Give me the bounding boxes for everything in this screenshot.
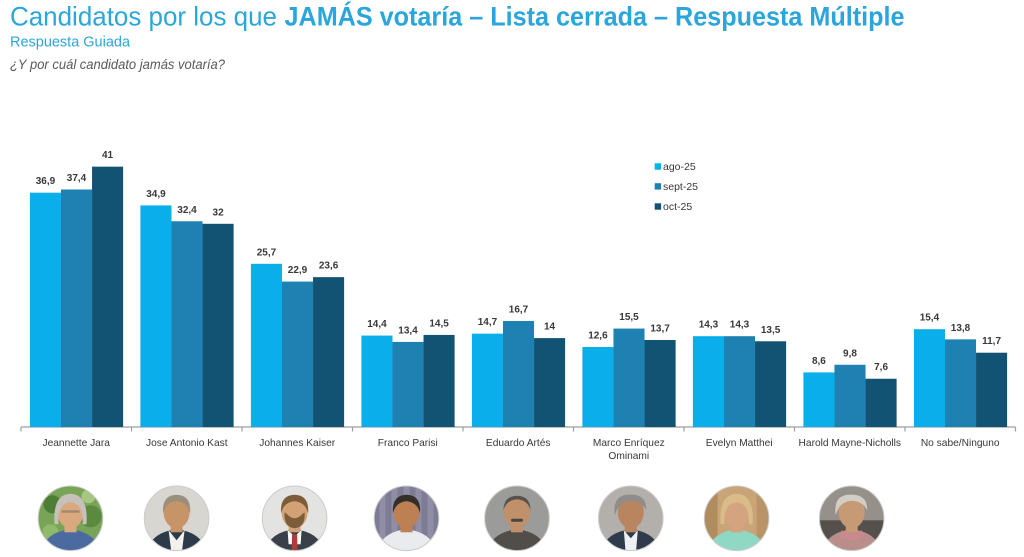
- svg-text:41: 41: [102, 150, 114, 161]
- svg-text:Johannes Kaiser: Johannes Kaiser: [259, 438, 335, 449]
- svg-text:15,5: 15,5: [619, 312, 639, 323]
- svg-text:sept-25: sept-25: [663, 181, 698, 193]
- svg-text:Ominami: Ominami: [608, 451, 649, 462]
- svg-text:12,6: 12,6: [588, 330, 608, 341]
- svg-text:Harold Mayne-Nicholls: Harold Mayne-Nicholls: [799, 438, 901, 449]
- svg-text:14,5: 14,5: [429, 318, 449, 329]
- svg-text:11,7: 11,7: [982, 336, 1001, 347]
- svg-text:22,9: 22,9: [288, 265, 308, 276]
- svg-text:13,5: 13,5: [761, 325, 781, 336]
- svg-text:Franco Parisi: Franco Parisi: [378, 438, 438, 449]
- svg-text:Jeannette Jara: Jeannette Jara: [42, 438, 110, 449]
- svg-text:14,3: 14,3: [730, 320, 750, 331]
- svg-text:13,8: 13,8: [951, 323, 971, 334]
- svg-text:Respuesta Guiada: Respuesta Guiada: [10, 34, 131, 51]
- svg-text:32: 32: [213, 207, 225, 218]
- svg-text:oct-25: oct-25: [663, 201, 692, 213]
- svg-text:15,4: 15,4: [920, 313, 940, 324]
- svg-text:14,3: 14,3: [699, 320, 719, 331]
- svg-text:32,4: 32,4: [177, 205, 197, 216]
- svg-text:Eduardo Artés: Eduardo Artés: [486, 438, 551, 449]
- svg-text:16,7: 16,7: [509, 304, 529, 315]
- svg-text:23,6: 23,6: [319, 261, 339, 272]
- svg-text:ago-25: ago-25: [663, 161, 696, 173]
- svg-text:JAMÁS votaría – Lista cerrada: JAMÁS votaría – Lista cerrada – Respuest…: [285, 2, 905, 32]
- svg-text:Marco Enríquez: Marco Enríquez: [593, 438, 665, 449]
- svg-text:7,6: 7,6: [874, 362, 888, 373]
- svg-text:14,4: 14,4: [367, 319, 387, 330]
- svg-text:9,8: 9,8: [843, 348, 857, 359]
- svg-text:¿Y por cuál candidato jamás vo: ¿Y por cuál candidato jamás votaría?: [10, 57, 225, 72]
- svg-text:34,9: 34,9: [146, 189, 166, 200]
- svg-text:14,7: 14,7: [478, 317, 498, 328]
- svg-text:8,6: 8,6: [812, 356, 826, 367]
- svg-text:No sabe/Ninguno: No sabe/Ninguno: [921, 438, 1000, 449]
- svg-text:14: 14: [544, 322, 556, 333]
- svg-text:Jose Antonio Kast: Jose Antonio Kast: [146, 438, 228, 449]
- svg-text:13,4: 13,4: [398, 325, 418, 336]
- svg-text:Evelyn Matthei: Evelyn Matthei: [706, 438, 773, 449]
- svg-text:36,9: 36,9: [36, 176, 56, 187]
- svg-text:13,7: 13,7: [650, 324, 670, 335]
- svg-text:37,4: 37,4: [67, 173, 87, 184]
- svg-text:25,7: 25,7: [257, 247, 277, 258]
- svg-text:Candidatos por los que: Candidatos por los que: [10, 2, 277, 32]
